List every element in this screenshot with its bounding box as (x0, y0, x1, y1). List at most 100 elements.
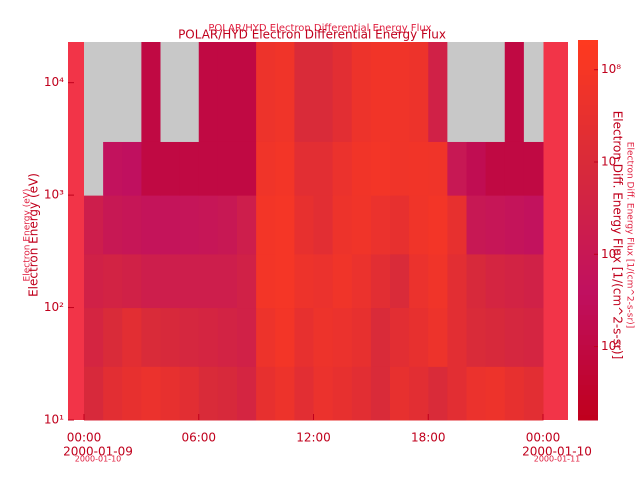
colorbar-step (578, 190, 598, 196)
colorbar-step (578, 345, 598, 351)
cell (179, 253, 200, 309)
colorbar-step (578, 250, 598, 256)
colorbar-step (578, 230, 598, 236)
colorbar-step (578, 385, 598, 391)
cell (351, 307, 372, 367)
colorbar-step (578, 330, 598, 336)
colorbar-step (578, 60, 598, 66)
cell (256, 366, 276, 421)
cell (217, 307, 238, 367)
cell (504, 307, 525, 367)
cell (332, 141, 353, 196)
cell (237, 42, 257, 142)
cell (447, 42, 467, 142)
colorbar-step (578, 260, 598, 266)
colorbar-tick-label: 10⁸ (601, 62, 621, 76)
cell (160, 141, 181, 196)
cell (351, 253, 372, 309)
colorbar-step (578, 160, 598, 166)
colorbar-step (578, 300, 598, 306)
cell (237, 141, 257, 196)
cell (351, 141, 372, 196)
cell (466, 253, 487, 309)
cell (447, 307, 467, 367)
cell (523, 366, 544, 421)
cell (523, 42, 544, 142)
cell (160, 307, 181, 367)
cell (294, 141, 314, 196)
colorbar-step (578, 70, 598, 76)
cell (313, 195, 334, 255)
x-tick-label: 00:00 (526, 431, 561, 445)
colorbar-step (578, 200, 598, 206)
cell (351, 366, 372, 421)
cell (523, 253, 544, 309)
cell (141, 141, 161, 196)
cell (217, 253, 238, 309)
colorbar-step (578, 320, 598, 326)
colorbar-step (578, 145, 598, 151)
colorbar-step (578, 240, 598, 246)
cell (141, 366, 161, 421)
cell (409, 141, 429, 196)
cell (217, 42, 238, 142)
colorbar-step (578, 315, 598, 321)
cell (428, 307, 448, 367)
cell (370, 42, 391, 142)
cell (485, 42, 506, 142)
cell (84, 253, 104, 309)
colorbar-step (578, 65, 598, 71)
cell (332, 195, 353, 255)
cell (103, 307, 123, 367)
colorbar-step (578, 170, 598, 176)
cell (313, 307, 334, 367)
x-tick-label: 06:00 (181, 431, 216, 445)
cell (84, 195, 104, 255)
colorbar-step (578, 45, 598, 51)
cell (504, 366, 525, 421)
colorbar-step (578, 135, 598, 141)
cell (141, 195, 161, 255)
cell (313, 253, 334, 309)
x-tick-date: 2000-01-10 (522, 445, 592, 459)
colorbar-step (578, 365, 598, 371)
cell (351, 195, 372, 255)
colorbar-step (578, 110, 598, 116)
chart-title-overlay: POLAR/HYD Electron Differential Energy F… (208, 23, 431, 34)
cell (237, 366, 257, 421)
colorbar-step (578, 195, 598, 201)
cell (370, 307, 391, 367)
x-tick-label: 00:00 (67, 431, 102, 445)
cell (294, 253, 314, 309)
colorbar-step (578, 325, 598, 331)
cell (237, 307, 257, 367)
colorbar-step (578, 400, 598, 406)
cell (428, 42, 448, 142)
cell (294, 366, 314, 421)
colorbar-step (578, 405, 598, 411)
colorbar-step (578, 100, 598, 106)
cell (504, 253, 525, 309)
cell (447, 141, 467, 196)
cell (84, 141, 104, 196)
cell (409, 42, 429, 142)
colorbar-step (578, 205, 598, 211)
cell (390, 42, 410, 142)
colorbar-step (578, 55, 598, 61)
colorbar-step (578, 340, 598, 346)
cell (198, 42, 219, 142)
colorbar-step (578, 370, 598, 376)
colorbar-step (578, 295, 598, 301)
colorbar-step (578, 360, 598, 366)
cell (122, 141, 142, 196)
cell (103, 195, 123, 255)
colorbar-step (578, 75, 598, 81)
colorbar-step (578, 350, 598, 356)
cell (294, 307, 314, 367)
colorbar-step (578, 40, 598, 46)
cell (256, 253, 276, 309)
cell (485, 195, 506, 255)
cell (256, 42, 276, 142)
cell (390, 366, 410, 421)
cell (409, 307, 429, 367)
